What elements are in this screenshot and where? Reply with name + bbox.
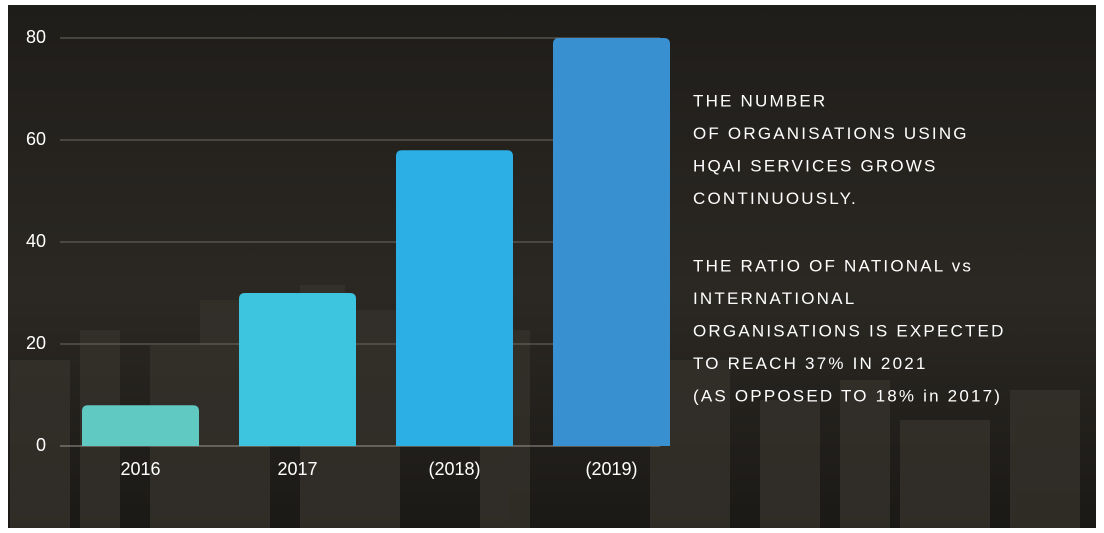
y-tick-label: 20 [26, 333, 46, 353]
x-tick-label: (2019) [585, 459, 637, 479]
page: THE NUMBER OF ORGANISATIONS USING HQAI SER… [0, 0, 1104, 533]
x-tick-label: 2017 [277, 459, 317, 479]
x-tick-label: 2016 [120, 459, 160, 479]
chart: THE NUMBER OF ORGANISATIONS USING HQAI SER… [0, 0, 1104, 533]
bar [553, 38, 670, 446]
bar [239, 293, 356, 446]
panel-text-line: THE RATIO OF NATIONAL vs [693, 256, 973, 275]
panel-text-line: (AS OPPOSED TO 18% in 2017) [693, 386, 1002, 405]
panel-text-line: ORGANISATIONS IS EXPECTED [693, 321, 1006, 340]
panel-text-line: INTERNATIONAL [693, 289, 856, 308]
panel-text-line: TO REACH 37% IN 2021 [693, 354, 928, 373]
y-tick-label: 60 [26, 129, 46, 149]
x-tick-label: (2018) [428, 459, 480, 479]
bar [82, 405, 199, 446]
panel-text-line: THE NUMBER [693, 91, 827, 110]
bar [396, 150, 513, 446]
panel-text-line: CONTINUOUSLY. [693, 189, 858, 208]
panel-text-line: HQAI SERVICES GROWS [693, 156, 938, 175]
y-tick-label: 80 [26, 27, 46, 47]
panel-text-line: OF ORGANISATIONS USING [693, 124, 969, 143]
y-tick-label: 40 [26, 231, 46, 251]
y-tick-label: 0 [36, 435, 46, 455]
